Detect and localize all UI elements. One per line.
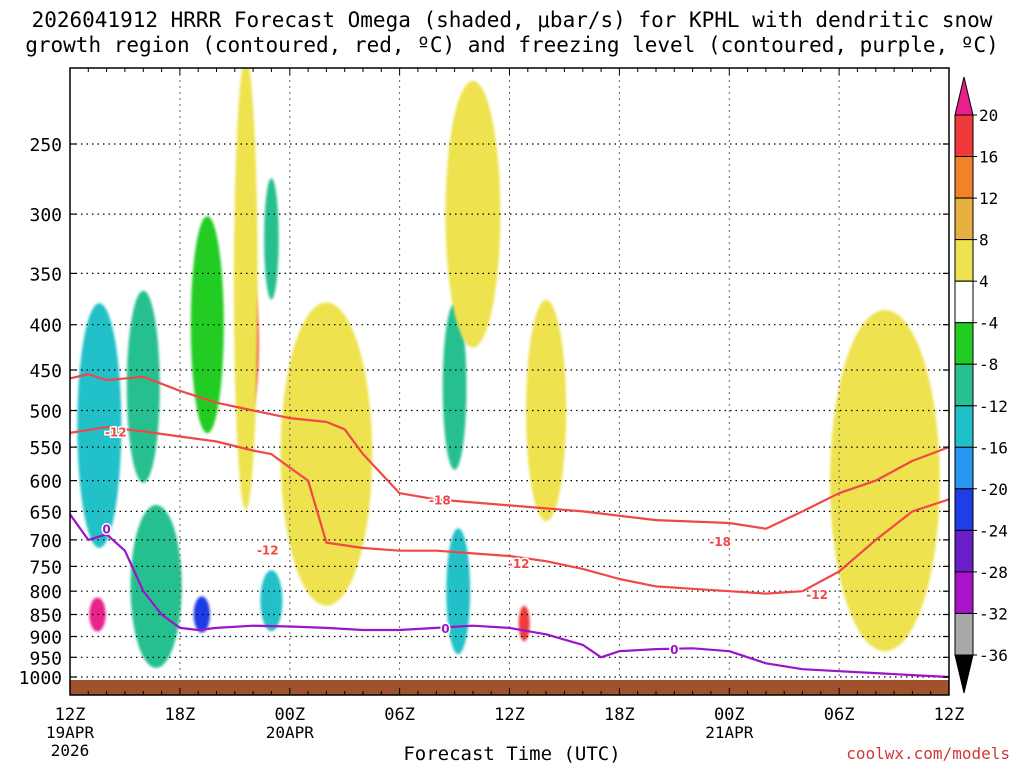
contour-line-2: [70, 513, 949, 679]
x-date-label: 20APR: [266, 723, 315, 742]
omega-cell: [77, 303, 122, 548]
colorbar-bin: [954, 280, 974, 324]
omega-cell: [280, 302, 373, 606]
y-tick-label: 350: [29, 264, 62, 285]
contour-label: 0: [102, 523, 110, 537]
y-tick-label: 600: [29, 472, 62, 493]
colorbar-label: -12: [979, 397, 1008, 416]
colorbar-label: 12: [979, 189, 998, 208]
x-tick-label: 12Z: [934, 705, 965, 725]
contour-label: -12: [257, 544, 279, 558]
omega-cell: [442, 303, 467, 470]
colorbar-label: -28: [979, 563, 1008, 582]
omega-cell: [518, 605, 530, 642]
omega-cell: [446, 528, 471, 655]
y-tick-label: 500: [29, 402, 62, 423]
contour-label: -18: [429, 493, 451, 507]
y-tick-label: 950: [29, 648, 62, 669]
omega-cell: [260, 570, 283, 632]
omega-cell: [193, 596, 210, 633]
y-axis: 2503003504004505005506006507007508008509…: [19, 135, 949, 689]
colorbar-label: 16: [979, 148, 998, 167]
contour-line-1: [70, 426, 949, 595]
omega-cell: [126, 290, 160, 483]
contour-label: -12: [806, 588, 828, 602]
x-tick-label: 12Z: [494, 705, 525, 725]
chart-title-line-1: 2026041912 HRRR Forecast Omega (shaded, …: [31, 8, 993, 32]
y-tick-label: 1000: [19, 668, 62, 689]
colorbar-bin: [954, 239, 974, 282]
y-tick-label: 450: [29, 361, 62, 382]
x-year-label: 2026: [51, 741, 90, 760]
contour-line-0: [70, 373, 949, 530]
x-date-label: 19APR: [46, 723, 95, 742]
y-tick-label: 400: [29, 316, 62, 337]
omega-cell: [233, 68, 258, 510]
omega-cell: [526, 299, 567, 522]
x-date-label: 21APR: [705, 723, 754, 742]
x-tick-label: 18Z: [165, 705, 196, 725]
credit-link[interactable]: coolwx.com/models: [846, 744, 1010, 763]
colorbar-label: 4: [979, 272, 989, 291]
colorbar-bin: [954, 76, 974, 116]
contour-label: 0: [670, 643, 678, 657]
y-tick-label: 250: [29, 135, 62, 156]
y-tick-label: 900: [29, 628, 62, 649]
colorbar-label: -8: [979, 355, 998, 374]
x-tick-label: 00Z: [714, 705, 745, 725]
colorbar-bin: [954, 446, 974, 490]
x-tick-label: 06Z: [384, 705, 415, 725]
colorbar-bin: [954, 654, 974, 694]
colorbar-bin: [954, 529, 974, 573]
colorbar-bin: [954, 488, 974, 531]
colorbar-label: -32: [979, 605, 1008, 624]
omega-cell: [130, 504, 182, 668]
colorbar-label: 8: [979, 231, 989, 250]
x-tick-label: 00Z: [274, 705, 305, 725]
omega-shading-layer: [77, 68, 940, 668]
chart-title-line-2: growth region (contoured, red, ºC) and f…: [25, 33, 999, 57]
contour-label: -12: [105, 425, 127, 439]
y-tick-label: 850: [29, 606, 62, 627]
colorbar-label: 20: [979, 106, 998, 125]
colorbar-bin: [954, 197, 974, 241]
contour-label: -18: [709, 535, 731, 549]
omega-cell: [190, 216, 224, 434]
colorbar: 20 16 12 8 4 -4 -8 -12 -16 -20 -24 -28 -32 -36: [954, 76, 1008, 694]
x-tick-label: 12Z: [55, 705, 86, 725]
colorbar-bin: [954, 322, 974, 365]
y-tick-label: 750: [29, 557, 62, 578]
colorbar-bin: [954, 156, 974, 199]
x-axis-title: Forecast Time (UTC): [403, 743, 621, 765]
contour-label-layer: -12 -12 -18 -12 -18 -12 0 0 0: [101, 424, 830, 659]
colorbar-label: -20: [979, 480, 1008, 499]
colorbar-label: -24: [979, 521, 1008, 540]
x-tick-label: 18Z: [604, 705, 635, 725]
colorbar-bin: [954, 571, 974, 614]
colorbar-bin: [954, 613, 974, 656]
x-tick-label: 06Z: [824, 705, 855, 725]
y-tick-label: 650: [29, 502, 62, 523]
colorbar-label: -4: [979, 314, 998, 333]
colorbar-label: -36: [979, 646, 1008, 665]
contour-label: -12: [508, 557, 530, 571]
y-tick-label: 700: [29, 531, 62, 552]
y-tick-label: 550: [29, 438, 62, 459]
colorbar-bin: [954, 405, 974, 448]
contour-layer: [70, 373, 949, 679]
y-tick-label: 800: [29, 582, 62, 603]
omega-cell: [264, 178, 279, 300]
colorbar-bin: [954, 114, 974, 157]
colorbar-bin: [954, 363, 974, 407]
colorbar-label: -16: [979, 438, 1008, 457]
contour-label: 0: [441, 622, 449, 636]
y-tick-label: 300: [29, 205, 62, 226]
